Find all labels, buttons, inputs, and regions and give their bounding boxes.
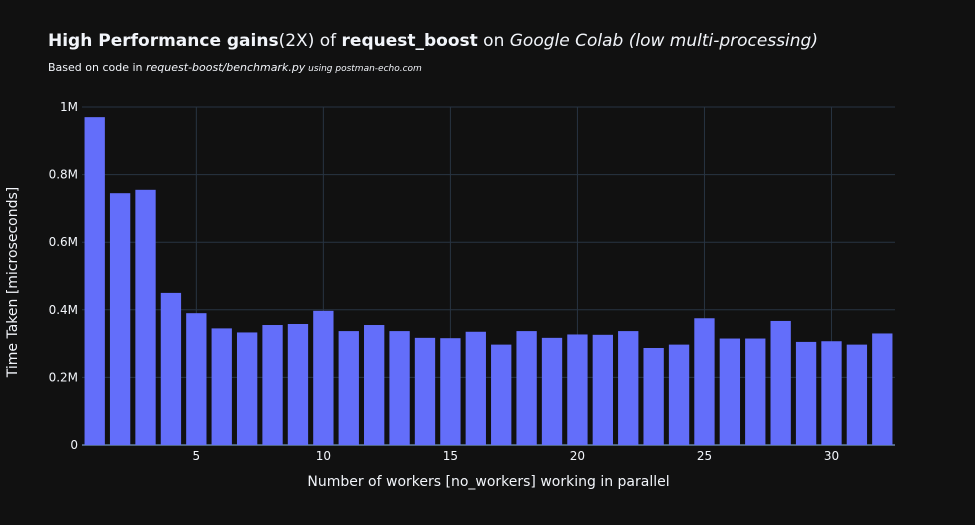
bar-workers-22	[618, 331, 639, 445]
bar-workers-13	[389, 331, 410, 445]
x-tick-label: 25	[697, 449, 712, 463]
bar-workers-24	[668, 344, 690, 445]
x-tick-label: 20	[570, 449, 585, 463]
bar-workers-21	[592, 334, 613, 445]
bar-workers-2	[109, 193, 131, 445]
title-part: (2X)	[278, 31, 315, 51]
y-tick-label: 0.6M	[49, 235, 78, 249]
bar-workers-28	[770, 320, 791, 445]
bar-workers-14	[414, 337, 436, 445]
bar-workers-25	[694, 318, 715, 445]
bar-workers-31	[846, 344, 868, 445]
bar-workers-4	[160, 292, 182, 445]
subtitle-part: postman-echo.com	[335, 64, 422, 74]
bar-workers-10	[313, 310, 334, 445]
title-part: on	[477, 31, 510, 51]
x-axis-title: Number of workers [no_workers] working i…	[307, 474, 669, 490]
bar-workers-5	[186, 313, 207, 445]
title-part: request_boost	[341, 31, 478, 51]
title-part: Google Colab (low multi-processing)	[509, 31, 818, 51]
bar-workers-1	[84, 117, 105, 445]
y-tick-label: 0	[70, 438, 78, 452]
bars	[84, 117, 893, 445]
x-tick-label: 5	[193, 449, 201, 463]
y-tick-label: 0.4M	[49, 303, 78, 317]
bar-workers-16	[465, 331, 486, 445]
bar-workers-6	[211, 328, 232, 445]
chart-title: High Performance gains(2X) of request_bo…	[48, 31, 818, 51]
y-tick-label: 0.8M	[49, 168, 78, 182]
y-tick-label: 0.2M	[49, 370, 78, 384]
bar-workers-32	[872, 333, 893, 445]
bar-workers-15	[440, 338, 461, 445]
subtitle-part: using	[305, 64, 336, 74]
y-axis-title: Time Taken [microseconds]	[5, 187, 21, 378]
bar-workers-7	[236, 332, 258, 445]
subtitle-part: request-boost/benchmark.py	[146, 61, 306, 74]
chart-subtitle: Based on code in request-boost/benchmark…	[48, 61, 422, 74]
bar-workers-26	[719, 338, 741, 445]
x-tick-label: 15	[443, 449, 458, 463]
title-part: High Performance gains	[48, 31, 279, 51]
y-tick-label: 1M	[60, 100, 78, 114]
bar-workers-12	[364, 325, 385, 445]
bar-workers-19	[541, 337, 563, 445]
x-tick-label: 10	[316, 449, 331, 463]
bar-workers-27	[745, 338, 766, 445]
bar-workers-29	[795, 341, 817, 445]
title-part: of	[314, 31, 342, 51]
bar-workers-8	[262, 325, 283, 445]
bar-workers-11	[338, 331, 359, 445]
subtitle-part: Based on code in	[48, 61, 147, 74]
bar-workers-18	[516, 331, 537, 445]
bar-workers-30	[821, 341, 842, 445]
tick-labels: 0 0.2M 0.4M 0.6M 0.8M 1M 5 10 15 20 25 30	[49, 100, 840, 463]
bar-workers-9	[287, 323, 309, 445]
bar-workers-20	[567, 334, 588, 445]
x-tick-label: 30	[824, 449, 839, 463]
bar-workers-3	[135, 189, 156, 445]
bar-workers-17	[491, 344, 512, 445]
bar-workers-23	[643, 347, 664, 445]
